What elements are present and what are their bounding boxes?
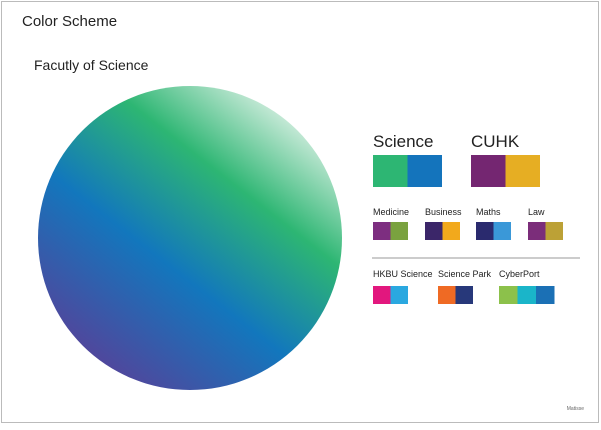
group-name: Business (425, 207, 462, 217)
color-swatch (442, 222, 460, 240)
color-swatch (407, 155, 442, 187)
color-swatch (528, 222, 546, 240)
group-name: Medicine (373, 207, 409, 217)
color-swatch (536, 286, 555, 304)
group-name: Law (528, 207, 545, 217)
color-swatch (505, 155, 540, 187)
group-name: Science Park (438, 269, 492, 279)
color-swatch (425, 222, 443, 240)
color-swatch (373, 222, 391, 240)
color-swatch (373, 286, 391, 304)
color-swatch (373, 155, 408, 187)
group-name: Science (373, 132, 433, 151)
group-name: Maths (476, 207, 501, 217)
color-swatch (455, 286, 473, 304)
color-swatch (499, 286, 518, 304)
color-swatch (476, 222, 494, 240)
group-name: CyberPort (499, 269, 540, 279)
footer: Matisse (567, 406, 584, 412)
color-swatch (545, 222, 563, 240)
section-title: Facutly of Science (34, 57, 149, 73)
color-swatch (438, 286, 456, 304)
color-swatch (471, 155, 506, 187)
color-swatch (493, 222, 511, 240)
color-swatch (390, 222, 408, 240)
page-title: Color Scheme (22, 13, 117, 30)
color-swatch (390, 286, 408, 304)
color-swatch (517, 286, 536, 304)
group-name: HKBU Science (373, 269, 433, 279)
group-name: CUHK (471, 132, 520, 151)
gradient-circle (38, 86, 342, 390)
